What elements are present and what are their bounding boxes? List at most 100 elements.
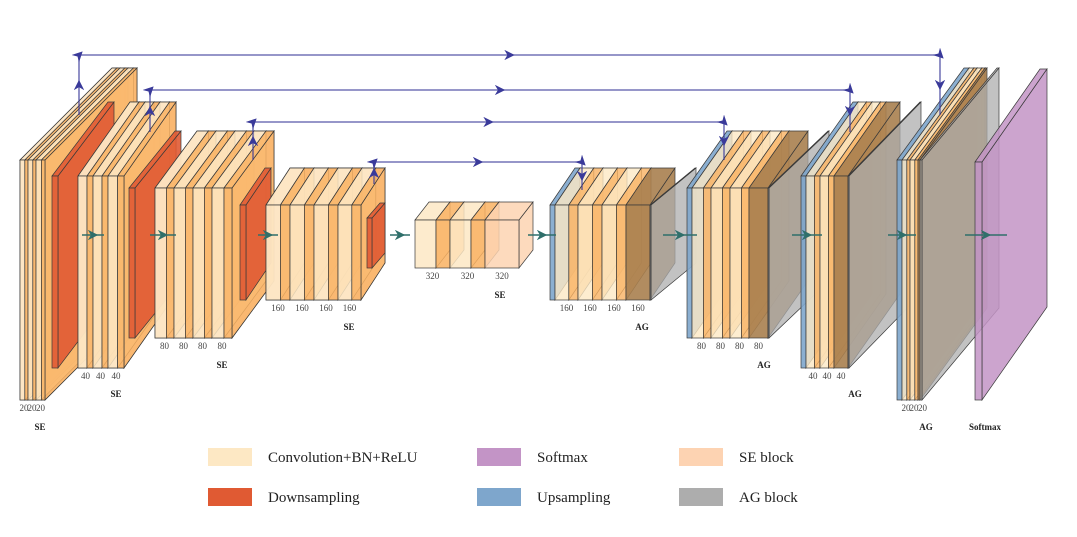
legend-label: Upsampling: [537, 490, 611, 506]
conv-layer-front: [710, 187, 723, 339]
conv-layer-stripe-front: [304, 204, 315, 301]
conv-layer-stripe-front: [117, 175, 125, 369]
filter-count-label: 160: [343, 303, 357, 313]
conv-layer-front: [27, 159, 34, 401]
conv-layer-front: [313, 204, 329, 301]
filter-count-label: 160: [607, 303, 621, 313]
legend-label: Convolution+BN+ReLU: [268, 450, 418, 466]
filter-count-label: 80: [716, 341, 726, 351]
filter-count-label: 20: [902, 403, 912, 413]
filter-count-label: 160: [631, 303, 645, 313]
legend-swatch: [477, 488, 521, 506]
conv-layer-front: [192, 187, 205, 339]
conv-layer-front: [265, 204, 281, 301]
softmax-layer: [974, 67, 1048, 402]
block-type-label: SE: [494, 290, 505, 300]
block-type-label: SE: [34, 422, 45, 432]
conv-layer-stripe-front: [592, 204, 603, 301]
block-type-label: AG: [848, 389, 862, 399]
conv-layer-stripe-front: [906, 159, 911, 401]
conv-layer-stripe-front: [741, 187, 750, 339]
block-type-label: Softmax: [969, 422, 1001, 432]
block-type-label: SE: [110, 389, 121, 399]
conv-layer-stripe-front: [204, 187, 213, 339]
conv-layer-front: [601, 204, 617, 301]
filter-count-label: 40: [81, 371, 91, 381]
skip-connection-arrow: [366, 154, 588, 190]
conv-layer-front: [173, 187, 186, 339]
filter-count-label: 320: [495, 271, 509, 281]
legend-item: Downsampling: [208, 488, 360, 506]
upsampling-layer-front: [686, 187, 693, 339]
se-block: [484, 200, 534, 270]
downsampling-layer-front: [239, 204, 247, 301]
legend-item: Upsampling: [477, 488, 611, 506]
conv-layer-stripe-front: [223, 187, 233, 339]
conv-layer-front: [577, 204, 593, 301]
legend-swatch: [477, 448, 521, 466]
block-type-label: SE: [343, 322, 354, 332]
upsampling-layer-front: [800, 175, 807, 369]
conv-layer-stripe-front: [470, 219, 486, 269]
conv-layer-stripe-front: [616, 204, 627, 301]
filter-count-label: 40: [112, 371, 122, 381]
filter-count-label: 20: [28, 403, 38, 413]
conv-layer-stripe-front: [101, 175, 109, 369]
upsampling-layer-front: [896, 159, 903, 401]
skip-connection-arrow: [245, 114, 730, 160]
filter-count-label: 20: [20, 403, 30, 413]
conv-layer-stripe-front: [828, 175, 835, 369]
filter-count-label: 160: [583, 303, 597, 313]
conv-layer-stripe-front: [185, 187, 194, 339]
skip-connection-arrow: [71, 47, 946, 115]
filter-count-label: 80: [179, 341, 189, 351]
attention-merged-layer-front: [748, 187, 769, 339]
conv-layer-front: [819, 175, 829, 369]
conv-layer-stripe-front: [435, 219, 451, 269]
conv-layer-stripe-front: [814, 175, 821, 369]
filter-count-label: 80: [754, 341, 764, 351]
conv-layer-stripe-front: [24, 159, 29, 401]
conv-layer-stripe-front: [41, 159, 46, 401]
legend-item: Softmax: [477, 448, 588, 466]
filter-count-label: 40: [809, 371, 819, 381]
block-type-label: AG: [635, 322, 649, 332]
filter-count-label: 160: [295, 303, 309, 313]
conv-layer-stripe-front: [568, 204, 579, 301]
filter-count-label: 80: [198, 341, 208, 351]
conv-layer-stripe-front: [280, 204, 291, 301]
filter-count-label: 20: [36, 403, 46, 413]
downsampling-layer-front: [128, 187, 136, 339]
legend-item: SE block: [679, 448, 794, 466]
conv-layer-front: [35, 159, 42, 401]
legend-label: Downsampling: [268, 490, 360, 506]
ag-block-front: [847, 175, 850, 369]
filter-count-label: 40: [96, 371, 106, 381]
legend-label: Softmax: [537, 450, 588, 466]
decoder-stage-1: [549, 166, 697, 302]
skip-connection-arrow: [142, 82, 856, 132]
upsampling-layer-front: [549, 204, 556, 301]
ag-block-front: [649, 204, 652, 301]
conv-layer-stripe-front: [86, 175, 94, 369]
conv-layer-front: [289, 204, 305, 301]
filter-count-label: 80: [218, 341, 228, 351]
conv-layer-front: [107, 175, 118, 369]
conv-layer-front: [554, 204, 570, 301]
ag-block-front: [767, 187, 770, 339]
attention-merged-layer-front: [833, 175, 849, 369]
conv-layer-front: [805, 175, 815, 369]
downsampling-layer: [239, 166, 272, 302]
legend-swatch: [208, 448, 252, 466]
conv-layer-stripe-front: [703, 187, 712, 339]
downsampling-layer: [366, 202, 386, 269]
conv-layer-stripe-front: [351, 204, 362, 301]
legend-swatch: [679, 488, 723, 506]
legend-swatch: [679, 448, 723, 466]
conv-layer-stripe-front: [328, 204, 339, 301]
conv-layer-front: [337, 204, 353, 301]
conv-layer-front: [154, 187, 167, 339]
conv-layer-front: [414, 219, 437, 269]
